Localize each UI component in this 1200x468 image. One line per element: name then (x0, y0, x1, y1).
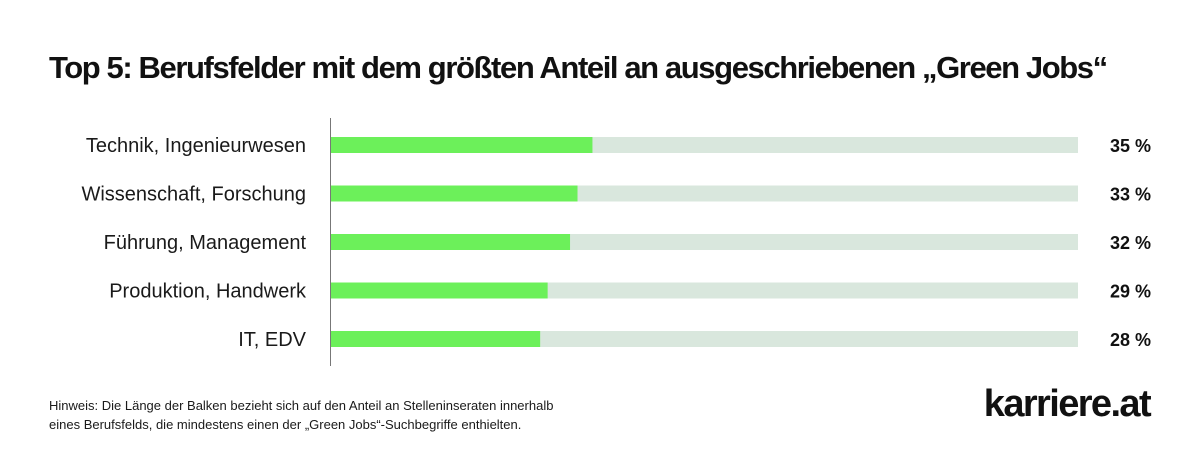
category-label: IT, EDV (238, 329, 306, 351)
value-label: 32 % (1110, 233, 1151, 253)
value-label: 35 % (1110, 136, 1151, 156)
category-label: Produktion, Handwerk (109, 281, 307, 303)
bar-row: Wissenschaft, Forschung 33 % (81, 184, 1151, 206)
bar (331, 185, 578, 202)
value-label: 33 % (1110, 185, 1151, 205)
bar (331, 331, 541, 347)
footnote: Hinweis: Die Länge der Balken bezieht si… (49, 396, 669, 434)
bar-row: IT, EDV 28 % (238, 329, 1151, 351)
value-label: 29 % (1110, 282, 1151, 302)
value-label: 28 % (1110, 330, 1151, 350)
category-label: Wissenschaft, Forschung (81, 184, 306, 206)
bar (331, 282, 548, 299)
category-label: Führung, Management (104, 232, 307, 254)
brand-logo: karriere.at (983, 383, 1152, 425)
bar (331, 234, 571, 250)
bar-row: Technik, Ingenieurwesen 35 % (86, 135, 1151, 157)
bar (331, 137, 593, 153)
footnote-line-2: eines Berufsfelds, die mindestens einen … (49, 417, 522, 432)
footnote-line-1: Hinweis: Die Länge der Balken bezieht si… (49, 398, 554, 413)
chart-title: Top 5: Berufsfelder mit dem größten Ante… (49, 50, 1108, 85)
bar-chart: Technik, Ingenieurwesen 35 % Wissenschaft,… (81, 118, 1151, 366)
bar-row: Führung, Management 32 % (104, 232, 1151, 254)
bar-row: Produktion, Handwerk 29 % (109, 281, 1151, 303)
category-label: Technik, Ingenieurwesen (86, 135, 306, 157)
